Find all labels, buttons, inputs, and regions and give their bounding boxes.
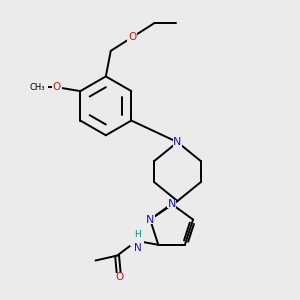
Text: N: N [167, 199, 176, 209]
FancyBboxPatch shape [173, 138, 182, 147]
Text: N: N [173, 137, 182, 147]
Text: N: N [134, 243, 142, 253]
Text: H: H [134, 230, 141, 239]
FancyBboxPatch shape [128, 32, 137, 42]
FancyBboxPatch shape [130, 236, 144, 246]
Text: N: N [146, 214, 154, 225]
Text: CH₃: CH₃ [29, 83, 45, 92]
FancyBboxPatch shape [115, 273, 124, 282]
FancyBboxPatch shape [52, 82, 62, 92]
FancyBboxPatch shape [26, 82, 48, 92]
FancyBboxPatch shape [167, 200, 176, 208]
FancyBboxPatch shape [146, 215, 154, 224]
Text: O: O [53, 82, 61, 92]
Text: O: O [128, 32, 136, 42]
Text: O: O [115, 272, 123, 282]
